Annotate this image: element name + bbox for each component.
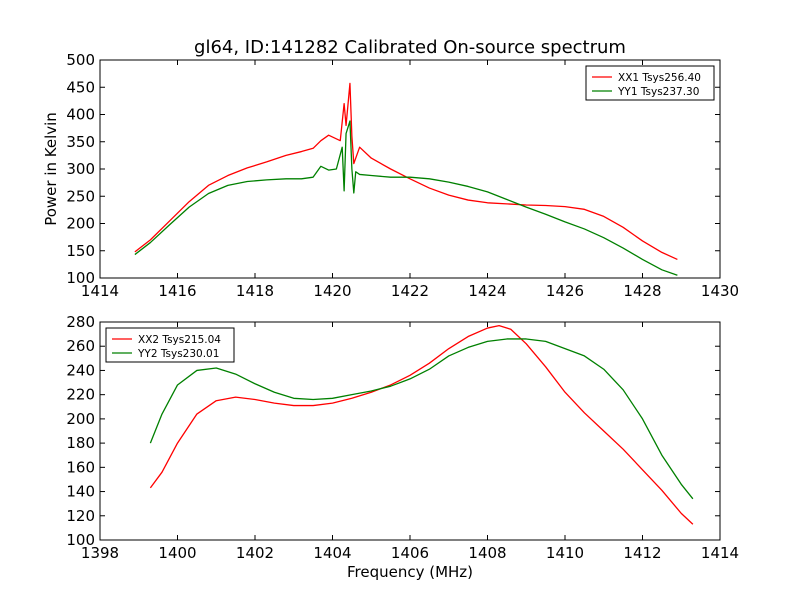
x-tick-label: 1400 xyxy=(158,544,196,562)
legend-box xyxy=(585,65,715,101)
y-tick-label: 120 xyxy=(66,507,95,525)
y-tick-label: 140 xyxy=(66,483,95,501)
x-tick-label: 1414 xyxy=(701,544,739,562)
x-tick-label: 1418 xyxy=(236,282,274,300)
legend-label: YY2 Tsys230.01 xyxy=(137,348,219,360)
series-line-xx2 xyxy=(149,324,694,525)
y-tick-label: 500 xyxy=(66,51,95,69)
y-tick-label: 250 xyxy=(66,187,95,205)
x-tick-label: 1398 xyxy=(81,544,119,562)
x-tick-label: 1426 xyxy=(546,282,584,300)
x-tick-label: 1428 xyxy=(623,282,661,300)
x-tick-label: 1406 xyxy=(391,544,429,562)
legend-box xyxy=(105,327,235,363)
y-tick-label: 240 xyxy=(66,361,95,379)
y-tick-label: 200 xyxy=(66,215,95,233)
legend-label: YY1 Tsys237.30 xyxy=(617,86,699,98)
y-tick-label: 160 xyxy=(66,458,95,476)
y-tick-label: 100 xyxy=(66,531,95,549)
legend-label: XX2 Tsys215.04 xyxy=(138,334,221,346)
x-tick-label: 1420 xyxy=(313,282,351,300)
y-tick-label: 400 xyxy=(66,106,95,124)
y-tick-label: 150 xyxy=(66,242,95,260)
y-tick-label: 180 xyxy=(66,434,95,452)
legend: XX1 Tsys256.40 YY1 Tsys237.30 xyxy=(585,65,715,101)
y-tick-label: 260 xyxy=(66,337,95,355)
series-line-xx1 xyxy=(134,82,678,261)
x-tick-label: 1414 xyxy=(81,282,119,300)
y-tick-label: 100 xyxy=(66,269,95,287)
x-tick-label: 1410 xyxy=(546,544,584,562)
x-tick-label: 1404 xyxy=(313,544,351,562)
y-tick-label: 200 xyxy=(66,410,95,428)
x-tick-label: 1412 xyxy=(623,544,661,562)
y-tick-label: 450 xyxy=(66,78,95,96)
x-tick-label: 1422 xyxy=(391,282,429,300)
x-tick-label: 1416 xyxy=(158,282,196,300)
x-tick-label: 1402 xyxy=(236,544,274,562)
figure-title: gl64, ID:141282 Calibrated On-source spe… xyxy=(194,37,626,58)
x-tick-label: 1424 xyxy=(468,282,506,300)
y-tick-label: 220 xyxy=(66,386,95,404)
x-tick-label: 1430 xyxy=(701,282,739,300)
series-line-yy1 xyxy=(134,120,678,276)
legend-label: XX1 Tsys256.40 xyxy=(618,72,701,84)
top-spectrum-panel: 1414 1416 1418 1420 1422 1424 1426 1428 1430 100 1… xyxy=(66,51,739,300)
bottom-spectrum-panel: 1398 1400 1402 1404 1406 1408 1410 1412 1414 100 1… xyxy=(66,313,739,562)
x-axis-label: Frequency (MHz) xyxy=(347,563,473,581)
y-axis-label: Power in Kelvin xyxy=(42,112,60,226)
x-tick-label: 1408 xyxy=(468,544,506,562)
y-tick-label: 280 xyxy=(66,313,95,331)
series-line-yy2 xyxy=(149,338,694,500)
y-tick-label: 350 xyxy=(66,133,95,151)
legend: XX2 Tsys215.04 YY2 Tsys230.01 xyxy=(105,327,235,363)
y-tick-label: 300 xyxy=(66,160,95,178)
